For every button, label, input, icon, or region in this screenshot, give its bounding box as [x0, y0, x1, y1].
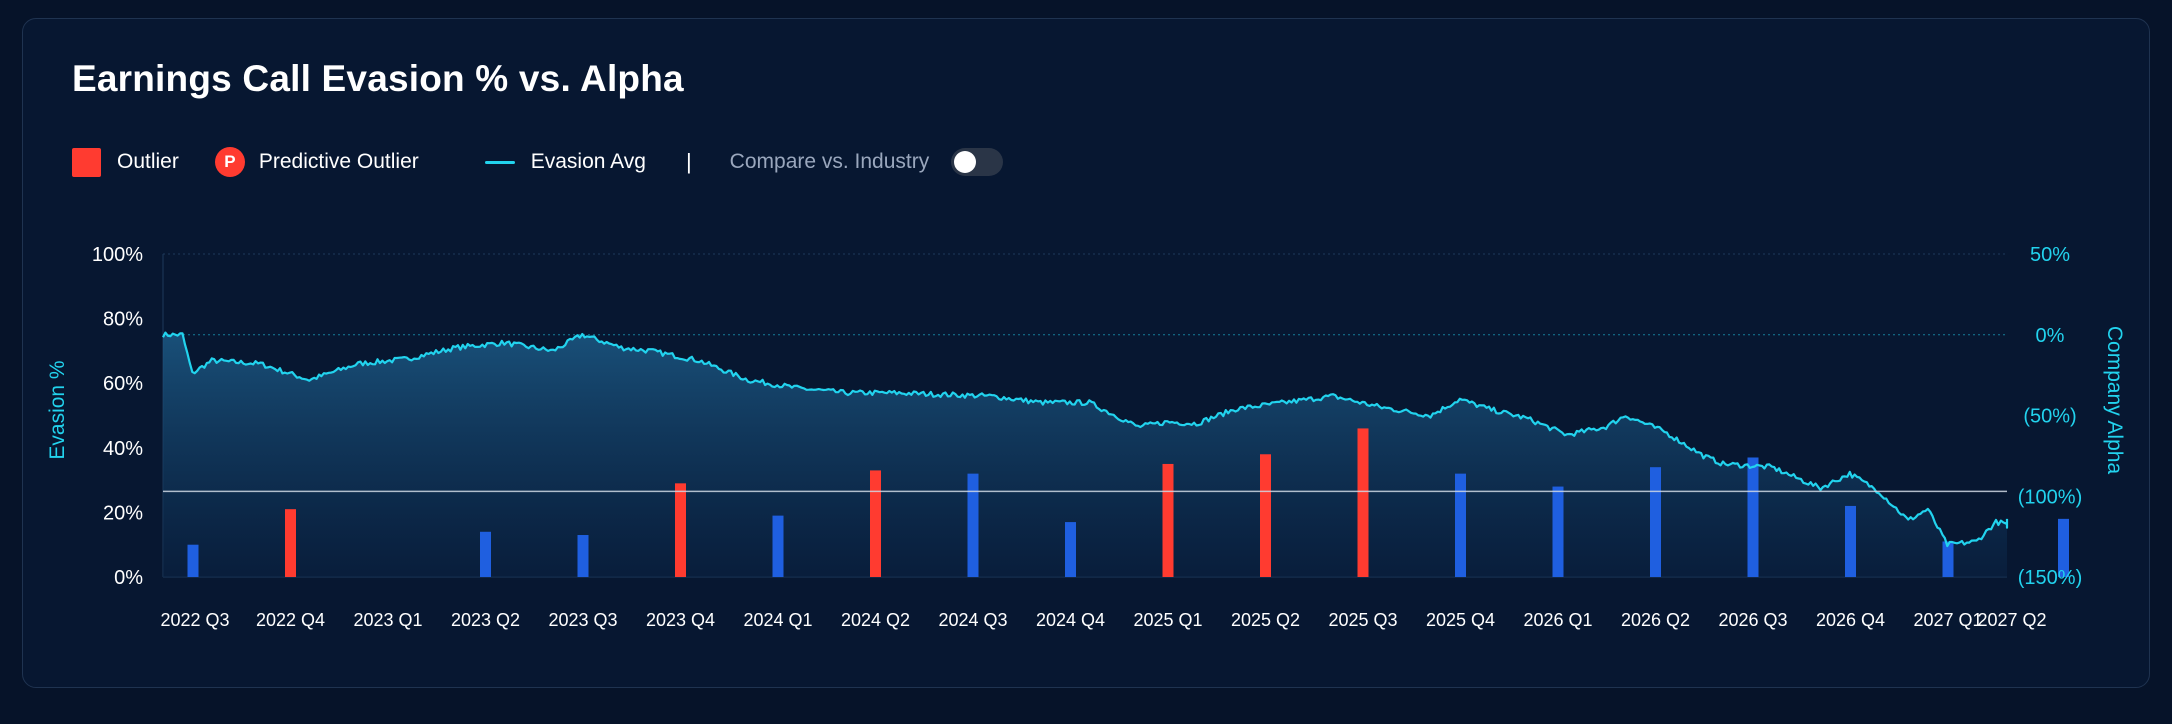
x-tick-label: 2024 Q2	[841, 610, 910, 630]
bar-2022-q4	[285, 509, 296, 577]
alpha-area-fill	[163, 332, 2007, 577]
x-tick-label: 2027 Q2	[1977, 610, 2046, 630]
x-tick-label: 2024 Q3	[938, 610, 1007, 630]
compare-label: Compare vs. Industry	[729, 150, 930, 173]
legend-evasion-avg-label: Evasion Avg	[530, 150, 646, 173]
bar-2025-q1	[1162, 463, 1174, 577]
predictive-badge-icon: P	[214, 147, 245, 177]
bar-2025-q2	[1260, 454, 1271, 577]
y-right-tick-label: (50%)	[2023, 406, 2076, 428]
line-swatch-icon	[484, 160, 515, 164]
bar-2023-q2	[480, 531, 491, 577]
legend-separator: |	[685, 149, 692, 174]
y-tick-label: 20%	[103, 502, 143, 524]
outlier-swatch-icon	[72, 147, 101, 177]
y-tick-label: 100%	[92, 244, 143, 266]
y-right-tick-label: 0%	[2036, 325, 2065, 347]
x-tick-label: 2025 Q4	[1426, 610, 1495, 630]
y-right-axis-title: Company Alpha	[2103, 326, 2126, 475]
x-tick-label: 2026 Q1	[1523, 610, 1592, 630]
alpha-line	[162, 331, 2009, 548]
bar-2024-q4	[1065, 522, 1076, 577]
x-tick-label: 2024 Q1	[743, 610, 812, 630]
toggle-knob	[954, 151, 977, 173]
x-tick-label: 2022 Q3	[160, 610, 229, 630]
bar-2024-q3	[967, 473, 979, 577]
compare-toggle[interactable]	[951, 148, 1004, 176]
x-tick-label: 2023 Q1	[353, 610, 422, 630]
x-tick-label: 2022 Q4	[256, 610, 325, 630]
y-right-tick-label: (150%)	[2018, 567, 2082, 589]
y-tick-label: 0%	[114, 567, 143, 589]
y-right-tick-label: 50%	[2030, 244, 2070, 266]
legend-outlier-label: Outlier	[117, 150, 179, 173]
x-tick-label: 2027 Q1	[1913, 610, 1982, 630]
legend-predictive-outlier[interactable]: P Predictive Outlier	[214, 147, 419, 177]
x-tick-label: 2023 Q3	[548, 610, 617, 630]
x-tick-label: 2026 Q3	[1718, 610, 1787, 630]
y-right-tick-label: (100%)	[2018, 486, 2082, 508]
bar-2026-q1	[1552, 486, 1564, 577]
bar-2022-q3	[187, 544, 199, 577]
bar-2025-q4	[1455, 473, 1466, 577]
legend-outlier[interactable]: Outlier	[72, 147, 179, 177]
bar-2024-q1	[772, 515, 784, 577]
bar-2023-q4	[675, 483, 686, 577]
legend: Outlier P Predictive Outlier Evasion Avg…	[72, 144, 1004, 180]
y-tick-label: 60%	[103, 373, 143, 395]
x-tick-label: 2025 Q2	[1231, 610, 1300, 630]
x-tick-label: 2024 Q4	[1036, 610, 1105, 630]
bar-2027-q1	[1942, 541, 1954, 577]
x-tick-label: 2026 Q4	[1816, 610, 1885, 630]
bar-2026-q4	[1845, 505, 1856, 577]
x-tick-label: 2023 Q2	[451, 610, 520, 630]
bar-2026-q3	[1747, 457, 1759, 577]
bar-2024-q2	[870, 470, 881, 577]
bar-2027-q2	[2058, 518, 2069, 577]
bar-2026-q2	[1650, 467, 1661, 577]
legend-predictive-outlier-label: Predictive Outlier	[258, 150, 419, 173]
x-tick-label: 2026 Q2	[1621, 610, 1690, 630]
y-tick-label: 40%	[103, 438, 143, 460]
legend-evasion-avg[interactable]: Evasion Avg	[484, 150, 646, 174]
x-tick-label: 2023 Q4	[646, 610, 715, 630]
x-tick-label: 2025 Q3	[1328, 610, 1397, 630]
y-axis-title: Evasion %	[46, 360, 69, 459]
chart-title: Earnings Call Evasion % vs. Alpha	[72, 58, 684, 99]
y-tick-label: 80%	[103, 309, 143, 331]
bar-2023-q3	[577, 535, 589, 577]
bar-2025-q3	[1357, 428, 1369, 577]
x-tick-label: 2025 Q1	[1133, 610, 1202, 630]
